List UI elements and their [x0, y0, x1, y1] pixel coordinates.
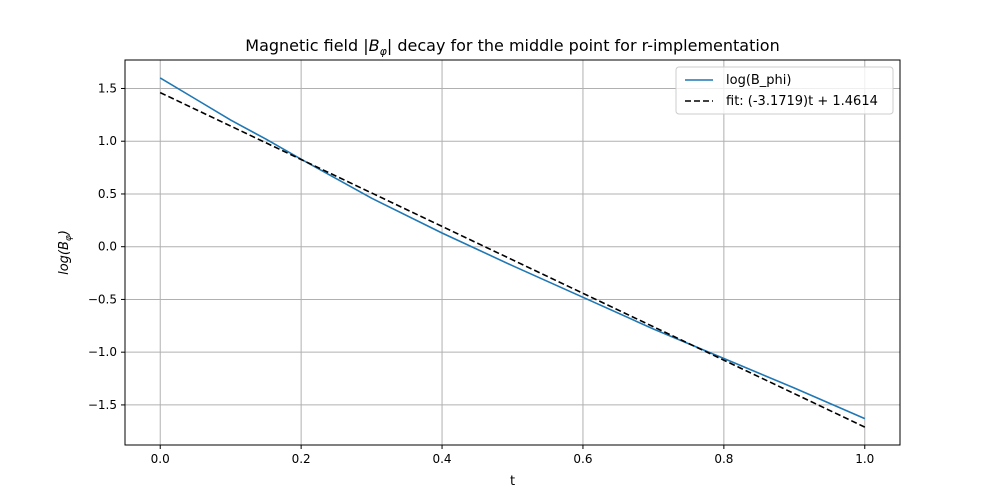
y-tick-label: 1.5: [98, 81, 117, 95]
y-tick-label: −1.5: [88, 398, 117, 412]
ylabel-symbol: B: [57, 241, 72, 250]
ylabel-prefix: log(: [57, 249, 72, 275]
plot-frame: [124, 59, 901, 446]
x-tick-label: 0.8: [714, 452, 733, 466]
title-subscript: φ: [380, 45, 388, 58]
title-suffix: | decay for the middle point for r-imple…: [387, 36, 780, 55]
grid: [125, 60, 900, 445]
y-tick-label: −1.0: [88, 345, 117, 359]
x-tick-label: 0.6: [573, 452, 592, 466]
series-line-log-b-phi: [159, 77, 866, 420]
y-tick-label: 0.5: [98, 187, 117, 201]
y-axis-label: log(Bφ): [57, 230, 74, 275]
legend-box: [675, 66, 894, 115]
y-tick-label: −0.5: [88, 292, 117, 306]
y-tick-label: 0.0: [98, 240, 117, 254]
x-tick-label: 0.2: [292, 452, 311, 466]
legend-label-fit: fit: (-3.1719)t + 1.4614: [726, 94, 878, 109]
legend: log(B_phi) fit: (-3.1719)t + 1.4614: [675, 66, 894, 115]
series-group: [159, 77, 866, 428]
legend-label-log-b-phi: log(B_phi): [726, 73, 791, 88]
x-tick-label: 1.0: [855, 452, 874, 466]
y-tick-label: 1.0: [98, 134, 117, 148]
x-axis-label: t: [510, 474, 515, 489]
x-tick-label: 0.4: [432, 452, 451, 466]
ylabel-subscript: φ: [64, 235, 74, 241]
ticks: 0.0 0.2 0.4 0.6 0.8 1.0 −1.5 −1.0 −0.5 0.0 0.5 1.0 1…: [88, 81, 874, 466]
x-tick-label: 0.0: [151, 452, 170, 466]
title-prefix: Magnetic field |: [245, 36, 368, 55]
title-symbol: B: [369, 36, 380, 55]
chart-title: Magnetic field |Bφ| decay for the middle…: [245, 36, 779, 58]
series-line-fit: [159, 91, 866, 428]
ylabel-suffix: ): [57, 230, 72, 236]
